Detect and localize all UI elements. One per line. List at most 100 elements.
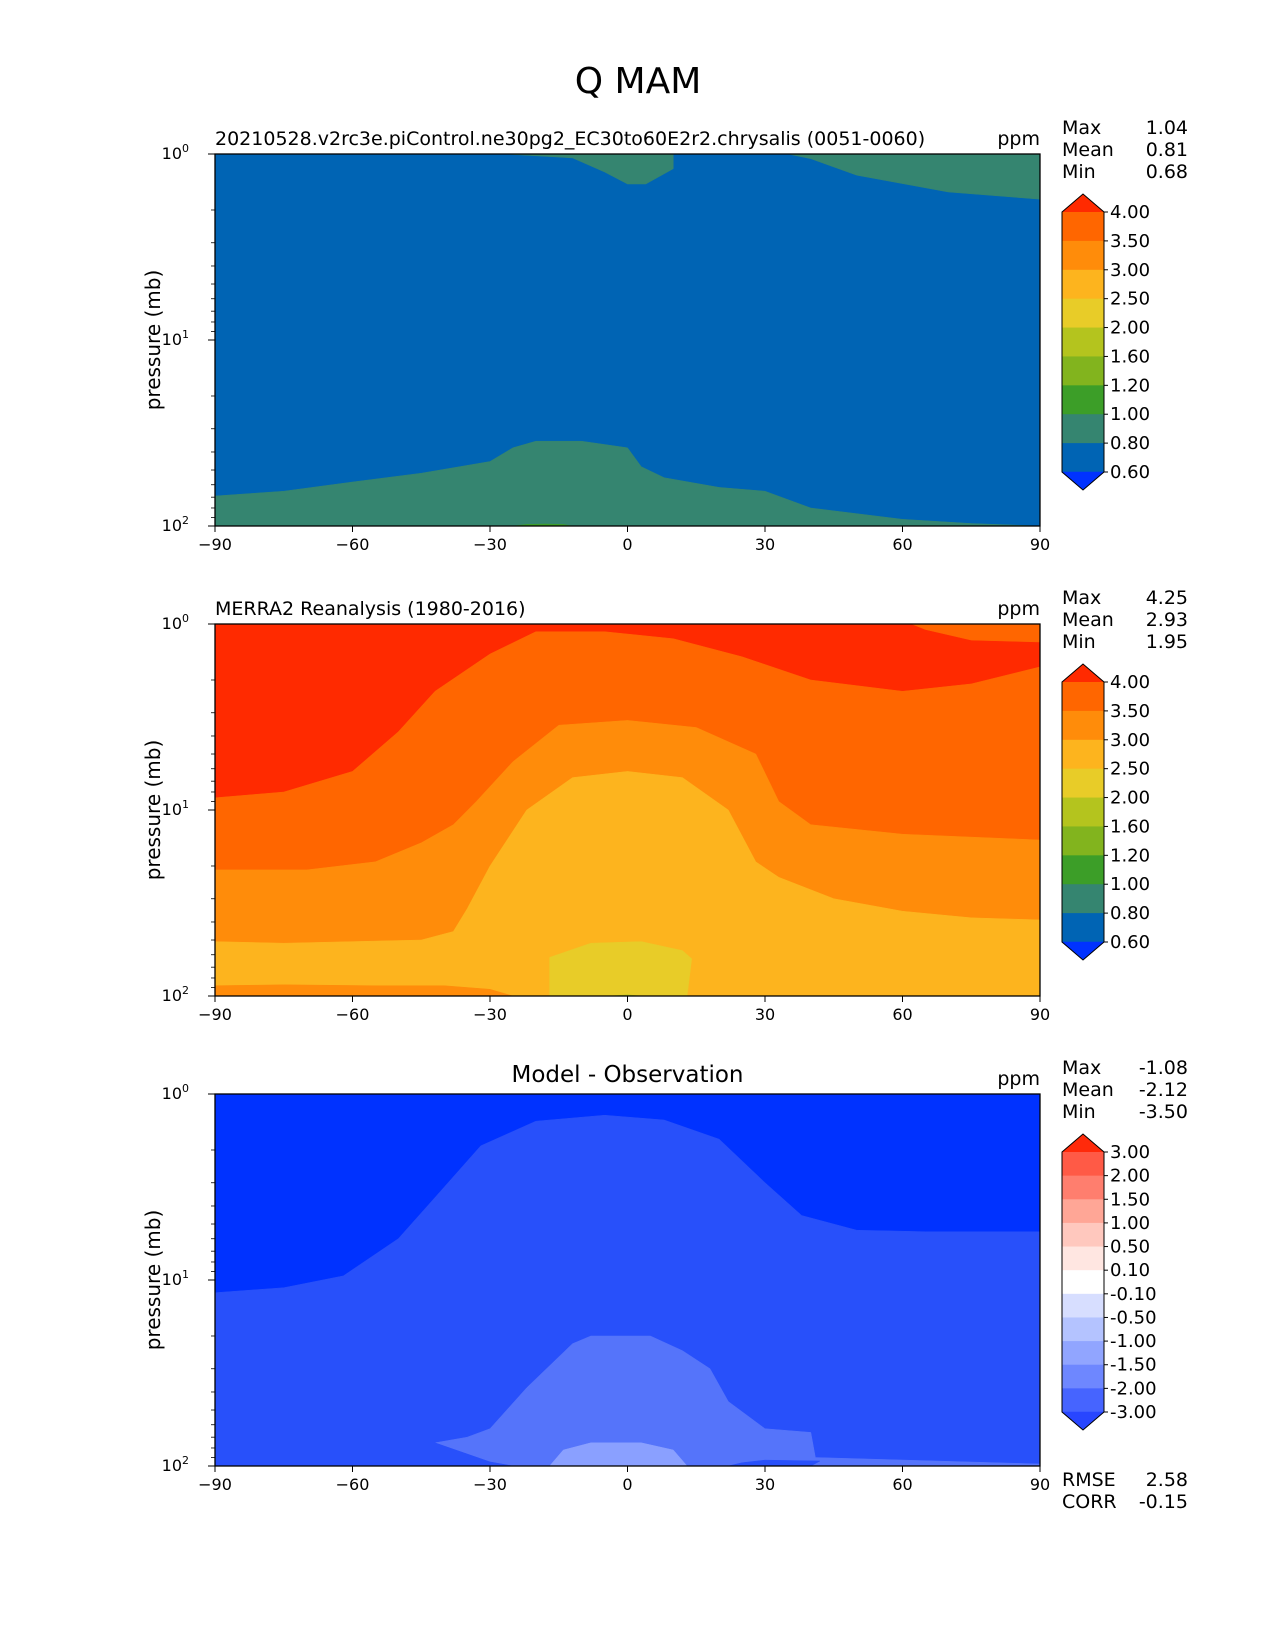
colorbar-label: 0.50 <box>1110 1237 1150 1258</box>
colorbar-segment <box>1062 1388 1104 1413</box>
x-tick-label: 90 <box>1030 1475 1050 1494</box>
corr-label: CORR <box>1062 1491 1117 1513</box>
colorbar-segment <box>1062 768 1104 798</box>
x-tick-label: −30 <box>473 535 507 554</box>
colorbar-label: 0.80 <box>1110 903 1150 924</box>
panel-title: MERRA2 Reanalysis (1980-2016) <box>215 598 526 620</box>
y-axis-label: pressure (mb) <box>141 740 165 881</box>
stat-label: Max <box>1062 587 1101 609</box>
x-tick-label: −60 <box>336 1005 370 1024</box>
colorbar-label: 1.00 <box>1110 1213 1150 1234</box>
colorbar-segment <box>1062 327 1104 357</box>
colorbar-segment <box>1062 1341 1104 1366</box>
contour-field <box>215 1094 1040 1466</box>
colorbar-segment <box>1062 240 1104 271</box>
colorbar-segment <box>1062 443 1104 473</box>
contour-region <box>215 1442 513 1466</box>
stat-value: 2.93 <box>1146 609 1188 631</box>
y-tick-label: 101 <box>162 328 189 349</box>
stat-value: -2.12 <box>1139 1079 1188 1101</box>
colorbar-label: -0.10 <box>1110 1284 1157 1305</box>
colorbar-segment <box>1062 1364 1104 1389</box>
colorbar-segment <box>1062 1222 1104 1247</box>
stat-label: Min <box>1062 631 1096 653</box>
colorbar-label: 1.50 <box>1110 1189 1150 1210</box>
figure-title: Q MAM <box>575 61 702 102</box>
units-label: ppm <box>997 598 1040 620</box>
colorbar-segment <box>1062 884 1104 914</box>
colorbar-segment <box>1062 269 1104 300</box>
stat-label: Mean <box>1062 139 1114 161</box>
colorbar-label: -2.00 <box>1110 1378 1157 1399</box>
y-tick-label: 102 <box>162 514 189 535</box>
y-tick-label: 100 <box>162 612 189 633</box>
colorbar-label: 0.60 <box>1110 932 1150 953</box>
stat-value: 1.04 <box>1146 117 1188 139</box>
colorbar-segment <box>1062 1152 1104 1177</box>
colorbar-label: 2.50 <box>1110 759 1150 780</box>
stat-label: Mean <box>1062 609 1114 631</box>
colorbar-label: 2.00 <box>1110 1166 1150 1187</box>
x-tick-label: −90 <box>198 535 232 554</box>
contour-field <box>215 624 1040 996</box>
contour-region <box>503 154 674 185</box>
stat-value: 1.95 <box>1146 631 1188 653</box>
stat-value: 4.25 <box>1146 587 1188 609</box>
panel-2: −90 −60 −30 0 30 60 90 100 101 102 pressure (mb) ME… <box>141 587 1188 1024</box>
colorbar-segment <box>1062 298 1104 328</box>
colorbar-label: 2.50 <box>1110 289 1150 310</box>
x-tick-label: −90 <box>198 1475 232 1494</box>
stat-value: -3.50 <box>1139 1101 1188 1123</box>
stat-label: Min <box>1062 161 1096 183</box>
stat-value: -1.08 <box>1139 1057 1188 1079</box>
colorbar-extend-min <box>1061 941 1105 961</box>
colorbar-label: 0.60 <box>1110 462 1150 483</box>
colorbar-segment <box>1062 826 1104 856</box>
stat-label: Max <box>1062 1057 1101 1079</box>
rmse-value: 2.58 <box>1146 1469 1188 1491</box>
colorbar-segment <box>1062 1293 1104 1318</box>
contour-region <box>215 440 1040 526</box>
contour-region <box>215 1335 1040 1466</box>
x-tick-label: −30 <box>473 1005 507 1024</box>
y-tick-label: 101 <box>162 798 189 819</box>
panel-title: 20210528.v2rc3e.piControl.ne30pg2_EC30to… <box>215 128 925 150</box>
colorbar-label: 3.50 <box>1110 231 1150 252</box>
y-tick-label: 102 <box>162 1454 189 1475</box>
colorbar-segment <box>1062 356 1104 386</box>
x-tick-label: −60 <box>336 1475 370 1494</box>
colorbar-extend-max <box>1061 193 1105 213</box>
colorbar-segment <box>1062 913 1104 943</box>
colorbar-segment <box>1062 1199 1104 1224</box>
colorbar-label: 3.50 <box>1110 701 1150 722</box>
contour-region <box>215 984 513 996</box>
colorbar-label: 1.20 <box>1110 375 1150 396</box>
panel-1: −90 −60 −30 0 30 60 90 100 101 102 pressure (mb) 20… <box>141 117 1188 554</box>
x-tick-label: −90 <box>198 1005 232 1024</box>
colorbar-segment <box>1062 797 1104 827</box>
x-tick-label: 0 <box>622 1005 632 1024</box>
colorbar-label: -3.00 <box>1110 1402 1157 1423</box>
contour-region <box>728 1459 821 1466</box>
colorbar-extend-max <box>1061 663 1105 683</box>
y-tick-label: 100 <box>162 1082 189 1103</box>
y-tick-label: 100 <box>162 142 189 163</box>
colorbar-segment <box>1062 1175 1104 1200</box>
colorbar-extend-max <box>1061 1133 1105 1153</box>
x-tick-label: 30 <box>755 535 775 554</box>
contour-region <box>215 1114 1040 1466</box>
colorbar-label: 0.10 <box>1110 1260 1150 1281</box>
stat-value: 0.81 <box>1146 139 1188 161</box>
colorbar: 3.00 2.001.50 1.00 0.500.10 -0.10-0.50 -1.00 -… <box>1061 1133 1157 1431</box>
colorbar-label: 1.00 <box>1110 874 1150 895</box>
x-tick-label: 0 <box>622 1475 632 1494</box>
x-tick-label: 60 <box>892 1005 912 1024</box>
colorbar-label: 0.80 <box>1110 433 1150 454</box>
stat-label: Mean <box>1062 1079 1114 1101</box>
colorbar-segment <box>1062 385 1104 415</box>
panel-title: Model - Observation <box>511 1062 743 1088</box>
x-tick-label: 90 <box>1030 1005 1050 1024</box>
panel-3: −90 −60 −30 0 30 60 90 100 101 102 pressure (mb) Mo… <box>141 1057 1188 1513</box>
contour-region <box>673 154 1040 200</box>
colorbar-label: 3.00 <box>1110 1142 1150 1163</box>
